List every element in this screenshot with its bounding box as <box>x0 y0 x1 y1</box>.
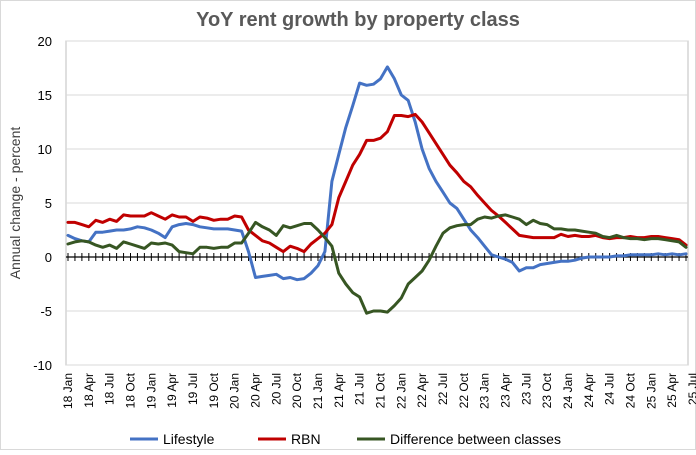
plot-area: -10 -5 0 5 10 15 20 18 Jan 18 Apr 18 Jul 18 Oct 19 … <box>33 34 696 409</box>
legend-label-0: Lifestyle <box>163 431 215 447</box>
x-tick-label: 24 Jan <box>561 373 575 409</box>
x-tick-label: 18 Apr <box>82 373 96 408</box>
x-tick-label: 19 Jul <box>186 373 200 405</box>
x-tick-label: 20 Apr <box>248 373 262 408</box>
x-tick-label: 24 Oct <box>623 372 637 408</box>
x-tick-label: 20 Oct <box>290 372 304 408</box>
x-tick-label: 19 Apr <box>165 373 179 408</box>
x-tick-label: 20 Jan <box>228 373 242 409</box>
x-tick-label: 18 Jan <box>61 373 75 409</box>
x-tick-label: 20 Jul <box>269 373 283 405</box>
x-tick-label: 21 Jul <box>353 373 367 405</box>
x-tick-label: 25 Jan <box>644 373 658 409</box>
y-tick-label: -5 <box>40 304 52 319</box>
x-tick-label: 25 Jul <box>686 373 696 405</box>
chart-title: YoY rent growth by property class <box>196 9 520 31</box>
y-tick-label: 15 <box>38 88 52 103</box>
legend: Lifestyle RBN Difference between classes <box>130 431 561 447</box>
x-tick-label: 23 Jan <box>478 373 492 409</box>
y-tick-label: 10 <box>38 142 52 157</box>
x-tick-label: 23 Jul <box>519 373 533 405</box>
series-line-2 <box>66 213 688 315</box>
legend-label-1: RBN <box>291 431 321 447</box>
x-tick-label: 24 Jul <box>603 373 617 405</box>
x-tick-label: 18 Oct <box>123 372 137 408</box>
x-tick-label: 22 Jan <box>394 373 408 409</box>
x-tick-label: 19 Oct <box>207 372 221 408</box>
legend-label-2: Difference between classes <box>390 431 561 447</box>
x-tick-label: 22 Jul <box>436 373 450 405</box>
x-tick-label: 24 Apr <box>582 373 596 408</box>
x-tick-label: 22 Apr <box>415 373 429 408</box>
x-tick-label: 23 Oct <box>540 372 554 408</box>
x-tick-label: 18 Jul <box>103 373 117 405</box>
x-tick-label: 21 Oct <box>373 372 387 408</box>
x-tick-label: 23 Apr <box>498 373 512 408</box>
series-line-0 <box>66 65 688 282</box>
x-tick-label: 22 Oct <box>457 372 471 408</box>
x-tick-label: 25 Apr <box>665 373 679 408</box>
y-axis-label: Annual change - percent <box>7 127 23 280</box>
y-tick-label: 0 <box>45 250 52 265</box>
y-tick-label: 5 <box>45 196 52 211</box>
x-tick-label: 21 Apr <box>332 373 346 408</box>
x-tick-label: 21 Jan <box>311 373 325 409</box>
series-line-1 <box>66 112 688 254</box>
y-tick-label: 20 <box>38 34 52 49</box>
x-tick-label: 19 Jan <box>144 373 158 409</box>
y-tick-label: -10 <box>33 358 52 373</box>
